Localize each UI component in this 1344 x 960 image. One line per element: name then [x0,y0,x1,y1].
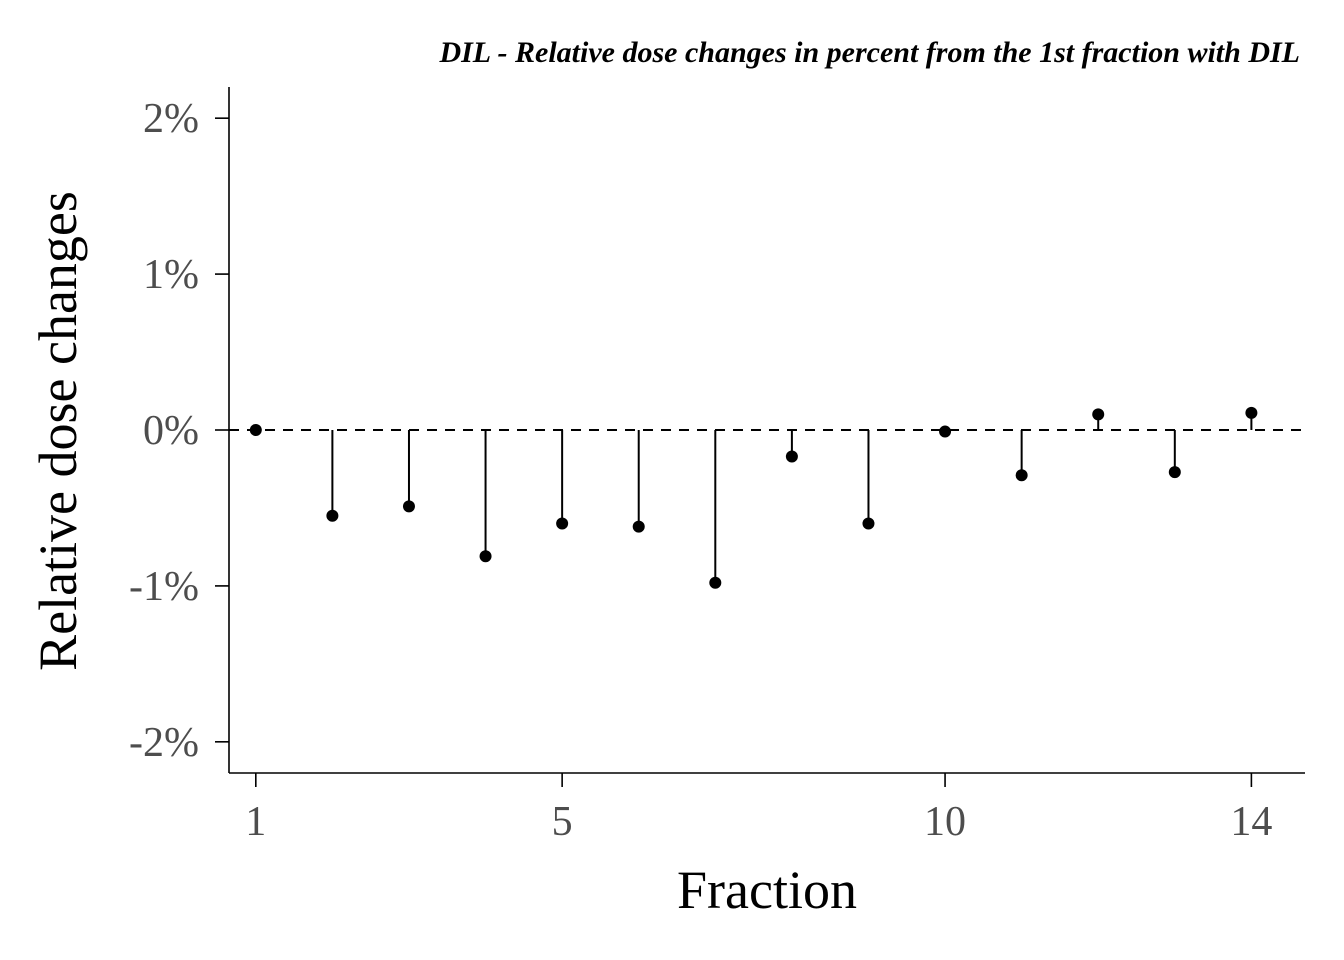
data-point-fraction-8 [785,450,798,463]
data-point-fraction-13 [1168,466,1181,479]
data-point-fraction-2 [326,509,339,522]
plot-area: 2% 1% 0% -1% -2% 1 5 10 14 [129,87,1305,845]
data-point-fraction-11 [1015,469,1028,482]
data-point-fraction-12 [1092,408,1105,421]
data-point-fraction-5 [556,517,569,530]
y-axis-title: Relative dose changes [28,191,88,671]
data-point-fraction-10 [939,425,952,438]
data-point-fraction-9 [862,517,875,530]
data-point-fraction-6 [632,520,645,533]
data-point-fraction-14 [1245,406,1258,419]
y-tick-label-4: -2% [129,720,199,766]
x-tick-label-10: 10 [924,799,966,845]
data-point-fraction-7 [709,576,722,589]
x-tick-label-1: 1 [245,799,266,845]
y-tick-label-0: 2% [143,96,199,142]
data-point-fraction-3 [402,500,415,513]
data-point-fraction-4 [479,550,492,563]
y-tick-label-3: -1% [129,564,199,610]
data-point-fraction-1 [249,424,262,436]
y-tick-label-1: 1% [143,252,199,298]
x-tick-label-5: 5 [552,799,573,845]
x-axis-title: Fraction [677,860,857,920]
x-tick-label-14: 14 [1230,799,1272,845]
chart-title: DIL - Relative dose changes in percent f… [438,36,1300,69]
y-tick-label-2: 0% [143,408,199,454]
